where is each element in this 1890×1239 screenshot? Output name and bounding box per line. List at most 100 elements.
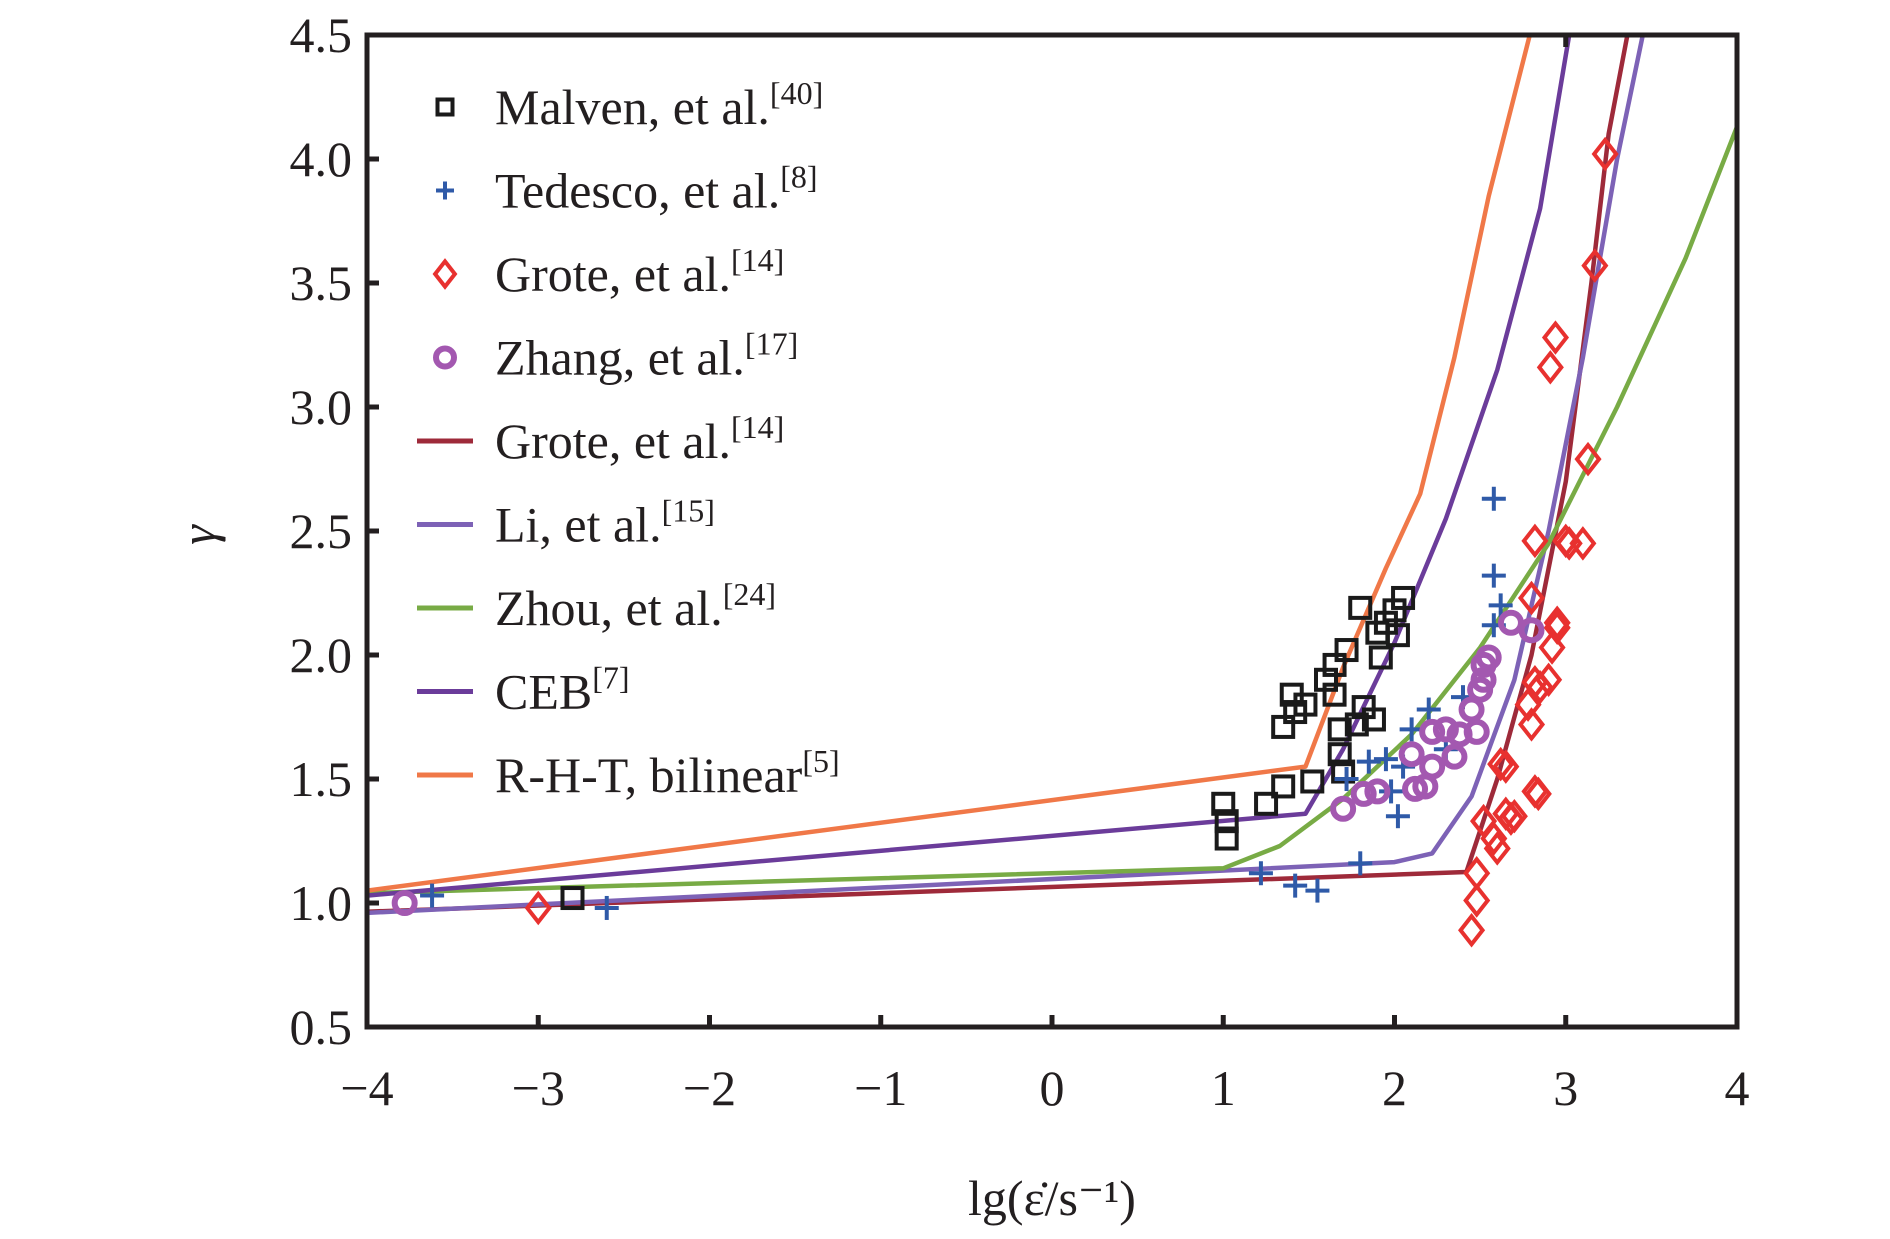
data-point-square	[1344, 712, 1369, 737]
data-point-diamond	[1543, 605, 1571, 640]
legend-label: Grote, et al.[14]	[495, 409, 784, 469]
legend-label: Grote, et al.[14]	[495, 242, 784, 302]
legend-item: Zhang, et al.[17]	[433, 326, 798, 386]
data-point-plus	[1481, 563, 1506, 588]
data-point-circle	[1419, 753, 1446, 780]
data-point-plus	[1283, 873, 1308, 898]
data-point-plus	[1385, 804, 1410, 829]
data-point-diamond	[1591, 136, 1619, 172]
data-point-square	[1211, 791, 1236, 816]
data-point-diamond	[1536, 350, 1564, 385]
data-point-diamond	[1487, 746, 1515, 782]
data-point-diamond	[1569, 526, 1597, 561]
data-point-square	[1391, 585, 1416, 610]
data-point-circle	[1419, 718, 1446, 745]
data-point-plus	[1248, 861, 1273, 886]
series-lines	[367, 35, 1737, 916]
data-point-circle	[1350, 780, 1377, 807]
data-point-circle	[1518, 617, 1545, 644]
x-tick-label: −2	[683, 1060, 736, 1116]
data-point-circle	[1463, 718, 1490, 745]
data-point-plus	[1481, 486, 1506, 511]
legend-marker-diamond	[432, 258, 458, 290]
data-point-circle	[1441, 743, 1468, 770]
y-tick-label: 3.5	[290, 255, 353, 311]
data-point-circle	[1364, 778, 1391, 805]
data-point-circle	[1470, 666, 1497, 693]
legend-item: Tedesco, et al.[8]	[436, 159, 818, 219]
x-tick-label: 3	[1553, 1060, 1578, 1116]
data-point-square	[1361, 707, 1386, 732]
data-point-plus	[594, 895, 619, 920]
x-tick-label: 0	[1040, 1060, 1065, 1116]
y-tick-label: 4.0	[290, 131, 353, 187]
data-point-circle	[1330, 795, 1357, 822]
data-point-plus	[1379, 779, 1404, 804]
data-point-diamond	[1574, 441, 1602, 477]
data-point-diamond	[1535, 662, 1563, 698]
data-point-diamond	[1463, 883, 1491, 918]
data-point-diamond	[1524, 776, 1552, 812]
series-line-4	[367, 35, 1630, 914]
data-point-plus	[1305, 878, 1330, 903]
data-point-square	[1322, 682, 1347, 707]
data-point-diamond	[1483, 831, 1511, 866]
x-axis: −4 −3 −2 −1 0 1 2 3 4	[340, 35, 1750, 1116]
y-tick-label: 1.0	[290, 875, 353, 931]
data-point-plus	[420, 883, 445, 908]
legend-label: Zhang, et al.[17]	[495, 326, 798, 386]
y-tick-label: 3.0	[290, 379, 353, 435]
legend: Malven, et al.[40] Tedesco, et al.[8] Grot…	[417, 75, 840, 803]
y-tick-label: 2.5	[290, 503, 353, 559]
data-point-diamond	[1517, 580, 1546, 616]
series-line-8	[367, 35, 1532, 893]
data-point-diamond	[1480, 821, 1508, 856]
data-point-circle	[1497, 609, 1524, 636]
x-tick-label: 2	[1382, 1060, 1407, 1116]
legend-item: Grote, et al.[14]	[417, 409, 784, 469]
data-point-square	[1293, 692, 1318, 717]
series-markers	[391, 136, 1619, 948]
legend-item: Zhou, et al.[24]	[417, 576, 776, 636]
data-point-circle	[1458, 696, 1485, 723]
data-point-diamond	[1538, 630, 1566, 665]
data-point-diamond	[1543, 610, 1571, 645]
data-point-square	[1214, 826, 1239, 851]
data-point-diamond	[1581, 248, 1609, 283]
series-line-5	[367, 35, 1646, 916]
data-point-diamond	[1500, 798, 1528, 834]
legend-item: Malven, et al.[40]	[435, 75, 823, 135]
data-point-circle	[1432, 716, 1459, 743]
data-point-plus	[1334, 767, 1359, 791]
data-point-plus	[1373, 747, 1398, 772]
data-point-circle	[391, 890, 418, 916]
data-point-square	[1300, 769, 1325, 794]
data-point-diamond	[524, 890, 552, 926]
data-point-circle	[1398, 741, 1425, 768]
x-tick-label: −4	[340, 1060, 393, 1116]
legend-marker-circle	[433, 345, 457, 370]
data-point-circle	[1475, 644, 1502, 671]
legend-item: R-H-T, bilinear[5]	[417, 743, 840, 803]
legend-item: CEB[7]	[417, 660, 630, 720]
data-point-diamond	[1526, 670, 1554, 705]
data-point-diamond	[1463, 856, 1491, 891]
y-tick-label: 0.5	[290, 999, 353, 1055]
data-point-plus	[1356, 749, 1381, 774]
data-point-square	[1214, 809, 1239, 834]
legend-label: R-H-T, bilinear[5]	[495, 743, 840, 803]
data-point-diamond	[1458, 913, 1486, 948]
x-tick-label: −3	[512, 1060, 565, 1116]
data-point-diamond	[1492, 749, 1520, 784]
data-point-plus	[1348, 851, 1373, 876]
data-point-square	[1368, 645, 1393, 670]
data-point-plus	[1416, 697, 1441, 722]
data-point-plus	[1488, 593, 1513, 618]
data-point-square	[560, 886, 585, 911]
legend-label: Li, et al.[15]	[495, 493, 715, 553]
y-axis: 0.5 1.0 1.5 2.0 2.5 3.0 3.5 4.0 4.5	[290, 7, 379, 1055]
y-tick-label: 1.5	[290, 751, 353, 807]
legend-label: CEB[7]	[495, 660, 630, 720]
legend-marker-square	[435, 97, 455, 117]
